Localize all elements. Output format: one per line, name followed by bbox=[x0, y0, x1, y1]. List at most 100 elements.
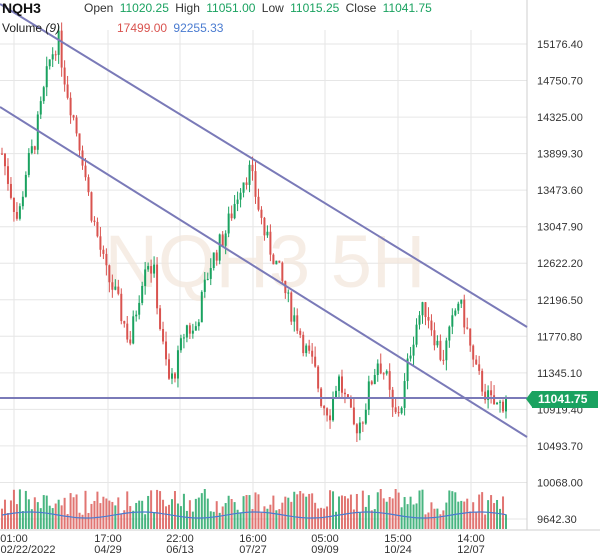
volume-bar bbox=[481, 492, 484, 529]
volume-bar bbox=[415, 503, 418, 529]
volume-bar bbox=[48, 505, 51, 529]
candle-body bbox=[332, 398, 335, 421]
candle-body bbox=[12, 197, 15, 212]
candle-body bbox=[463, 299, 466, 328]
volume-bar bbox=[212, 511, 215, 529]
candle-body bbox=[182, 337, 185, 339]
candle-body bbox=[233, 203, 236, 219]
volume-bar bbox=[159, 491, 162, 529]
candle-body bbox=[215, 252, 218, 261]
open-label: Open bbox=[84, 1, 114, 15]
candle-body bbox=[299, 330, 302, 335]
volume-bar bbox=[335, 511, 338, 529]
volume-bar bbox=[352, 509, 355, 529]
candle-body bbox=[346, 394, 349, 399]
candle-body bbox=[481, 370, 484, 392]
candle-body bbox=[266, 231, 269, 236]
ohlc-readout: Open 11020.25 High 11051.00 Low 11015.25… bbox=[84, 1, 435, 15]
candle-body bbox=[114, 286, 117, 290]
volume-bar bbox=[99, 503, 102, 529]
y-tick-label: 12196.50 bbox=[537, 295, 583, 307]
volume-bar bbox=[165, 506, 168, 529]
volume-bar bbox=[150, 490, 153, 529]
x-tick-time: 01:00 bbox=[0, 533, 28, 545]
candle-body bbox=[257, 196, 260, 210]
volume-bar bbox=[394, 489, 397, 529]
volume-bar bbox=[272, 495, 275, 529]
candle-body bbox=[439, 340, 442, 360]
volume-value-red: 17499.00 bbox=[117, 21, 168, 35]
volume-bar bbox=[185, 510, 188, 529]
volume-bar bbox=[493, 503, 496, 529]
candle-body bbox=[427, 316, 430, 321]
high-value: 11051.00 bbox=[206, 1, 256, 15]
volume-bar bbox=[63, 497, 66, 529]
y-tick-label: 11345.10 bbox=[537, 368, 582, 380]
volume-bar bbox=[27, 499, 30, 529]
volume-bar bbox=[358, 512, 361, 529]
open-value: 11020.25 bbox=[119, 1, 169, 15]
candle-body bbox=[487, 390, 490, 401]
volume-bar bbox=[448, 490, 451, 529]
candle-body bbox=[120, 293, 123, 322]
candle-body bbox=[33, 146, 36, 150]
x-tick-date: 02/22/2022 bbox=[0, 544, 55, 556]
candle-body bbox=[203, 279, 206, 292]
candle-body bbox=[63, 67, 66, 85]
volume-bar bbox=[284, 496, 287, 529]
volume-bar bbox=[123, 510, 126, 529]
volume-bar bbox=[182, 493, 185, 529]
x-tick-date: 12/07 bbox=[457, 544, 485, 556]
candle-body bbox=[329, 415, 332, 421]
volume-bar bbox=[18, 489, 21, 529]
candle-body bbox=[505, 398, 507, 412]
volume-bar bbox=[475, 512, 478, 529]
volume-bar bbox=[135, 502, 138, 529]
volume-bar bbox=[305, 496, 308, 529]
volume-bar bbox=[376, 492, 379, 529]
candle-body bbox=[424, 302, 427, 317]
volume-bar bbox=[320, 507, 323, 529]
candle-body bbox=[340, 376, 343, 393]
candle-body bbox=[364, 409, 367, 424]
x-tick-time: 14:00 bbox=[457, 533, 485, 545]
candle-body bbox=[397, 412, 400, 414]
candle-body bbox=[218, 234, 221, 261]
volume-bar bbox=[36, 502, 39, 529]
volume-bar bbox=[215, 501, 218, 529]
volume-bar bbox=[72, 497, 75, 529]
candle-body bbox=[400, 407, 403, 414]
candle-body bbox=[323, 406, 326, 409]
candle-body bbox=[454, 310, 457, 316]
y-tick-label: 13047.90 bbox=[537, 222, 583, 234]
candle-body bbox=[108, 265, 111, 283]
candle-body bbox=[502, 401, 505, 412]
candle-body bbox=[105, 253, 108, 266]
volume-bar bbox=[15, 504, 18, 529]
volume-bar bbox=[260, 512, 263, 529]
x-tick-time: 22:00 bbox=[166, 533, 194, 545]
candle-body bbox=[305, 345, 308, 354]
candle-body bbox=[162, 329, 165, 342]
volume-bar bbox=[45, 495, 48, 529]
candle-body bbox=[296, 315, 299, 331]
candle-body bbox=[9, 183, 12, 198]
candle-body bbox=[272, 254, 275, 265]
candle-body bbox=[406, 358, 409, 382]
candle-body bbox=[1, 153, 3, 155]
candle-body bbox=[194, 326, 197, 331]
candle-body bbox=[96, 221, 99, 237]
candle-body bbox=[317, 366, 320, 389]
candle-body bbox=[165, 341, 168, 360]
volume-bar bbox=[251, 509, 254, 529]
volume-bar bbox=[108, 500, 111, 529]
volume-bar bbox=[418, 490, 421, 529]
candle-body bbox=[379, 363, 382, 374]
volume-bar bbox=[269, 504, 272, 529]
volume-bar bbox=[132, 510, 135, 529]
candle-body bbox=[308, 345, 311, 351]
volume-bar bbox=[33, 497, 36, 529]
volume-bar bbox=[209, 511, 212, 529]
volume-bar bbox=[120, 514, 123, 529]
